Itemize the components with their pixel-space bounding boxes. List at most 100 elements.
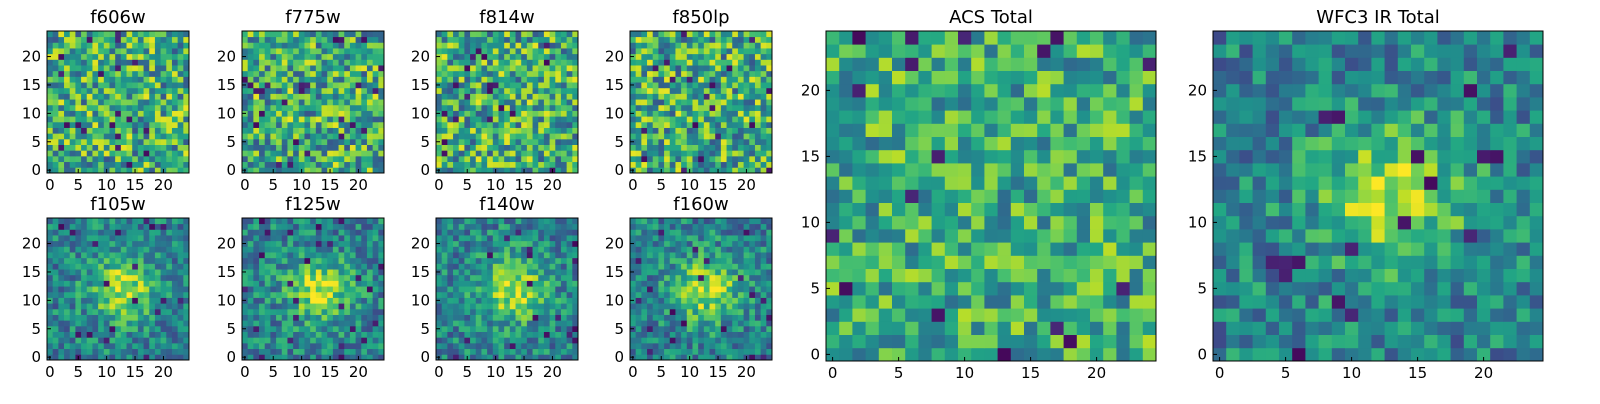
- heatmap-cell: [109, 269, 115, 275]
- heatmap-cell: [265, 76, 271, 82]
- heatmap-cell: [81, 235, 87, 241]
- heatmap-cell: [761, 93, 767, 99]
- heatmap-cell: [572, 139, 578, 145]
- heatmap-cell: [464, 298, 470, 304]
- heatmap-cell: [75, 31, 81, 37]
- heatmap-cell: [498, 343, 504, 349]
- heatmap-cell: [704, 269, 710, 275]
- heatmap-cell: [544, 99, 550, 105]
- heatmap-cell: [367, 303, 373, 309]
- heatmap-cell: [521, 309, 527, 315]
- heatmap-cell: [304, 275, 310, 281]
- heatmap-cell: [344, 235, 350, 241]
- heatmap-cell: [75, 280, 81, 286]
- heatmap-cell: [561, 326, 567, 332]
- heatmap-cell: [322, 246, 328, 252]
- heatmap-cell: [339, 246, 345, 252]
- heatmap-cell: [75, 59, 81, 65]
- heatmap-cell: [766, 309, 772, 315]
- heatmap-cell: [687, 82, 693, 88]
- y-tick-label: 20: [411, 235, 430, 253]
- heatmap-cell: [636, 99, 642, 105]
- heatmap-cell: [259, 42, 265, 48]
- heatmap-cell: [149, 315, 155, 321]
- heatmap-cell: [481, 42, 487, 48]
- heatmap-cell: [47, 349, 53, 355]
- heatmap-cell: [270, 82, 276, 88]
- heatmap-cell: [658, 309, 664, 315]
- heatmap-cell: [248, 235, 254, 241]
- heatmap-cell: [316, 162, 322, 168]
- heatmap-cell: [493, 93, 499, 99]
- heatmap-cell: [630, 145, 636, 151]
- heatmap-cell: [287, 116, 293, 122]
- heatmap-cell: [533, 82, 539, 88]
- heatmap-cell: [378, 269, 384, 275]
- heatmap-cell: [538, 48, 544, 54]
- heatmap-cell: [641, 54, 647, 60]
- heatmap-cell: [75, 111, 81, 117]
- heatmap-cell: [304, 71, 310, 77]
- heatmap-cell: [53, 229, 59, 235]
- heatmap-cell: [276, 82, 282, 88]
- heatmap-cell: [378, 332, 384, 338]
- heatmap-cell: [442, 82, 448, 88]
- heatmap-cell: [242, 332, 248, 338]
- heatmap-cell: [744, 258, 750, 264]
- heatmap-cell: [687, 263, 693, 269]
- heatmap-cell: [304, 263, 310, 269]
- heatmap-cell: [481, 145, 487, 151]
- heatmap-cell: [98, 82, 104, 88]
- x-tick-label: 10: [292, 176, 311, 194]
- heatmap-cell: [641, 150, 647, 156]
- heatmap-cell: [561, 235, 567, 241]
- heatmap-cell: [715, 31, 721, 37]
- heatmap-cell: [155, 332, 161, 338]
- heatmap-cell: [64, 167, 70, 173]
- heatmap-cell: [339, 128, 345, 134]
- heatmap-cell: [481, 224, 487, 230]
- heatmap-cell: [373, 269, 379, 275]
- heatmap-cell: [749, 320, 755, 326]
- heatmap-cell: [161, 116, 167, 122]
- heatmap-cell: [327, 280, 333, 286]
- heatmap-cell: [350, 54, 356, 60]
- heatmap-cell: [533, 54, 539, 60]
- heatmap-cell: [647, 332, 653, 338]
- heatmap-cell: [561, 42, 567, 48]
- heatmap-cell: [109, 280, 115, 286]
- heatmap-cell: [504, 309, 510, 315]
- heatmap-cell: [70, 59, 76, 65]
- heatmap-cell: [333, 349, 339, 355]
- heatmap-cell: [476, 76, 482, 82]
- heatmap-cell: [510, 269, 516, 275]
- heatmap-cell: [299, 150, 305, 156]
- heatmap-cell: [487, 167, 493, 173]
- heatmap-cell: [464, 133, 470, 139]
- heatmap-cell: [109, 275, 115, 281]
- x-tick-label: 5: [268, 176, 278, 194]
- heatmap-cell: [738, 280, 744, 286]
- heatmap-cell: [87, 298, 93, 304]
- heatmap-cell: [373, 218, 379, 224]
- heatmap-cell: [692, 280, 698, 286]
- heatmap-cell: [287, 93, 293, 99]
- heatmap-cell: [75, 162, 81, 168]
- heatmap-cell: [64, 309, 70, 315]
- heatmap-cell: [732, 343, 738, 349]
- heatmap-cell: [555, 332, 561, 338]
- heatmap-cell: [109, 332, 115, 338]
- heatmap-cell: [121, 139, 127, 145]
- heatmap-cell: [339, 343, 345, 349]
- heatmap-cell: [498, 65, 504, 71]
- heatmap-cell: [282, 275, 288, 281]
- heatmap-cell: [510, 145, 516, 151]
- heatmap-cell: [721, 37, 727, 43]
- heatmap-cell: [265, 252, 271, 258]
- heatmap-cell: [493, 343, 499, 349]
- heatmap-cell: [476, 309, 482, 315]
- heatmap-cell: [183, 218, 189, 224]
- heatmap-cell: [447, 167, 453, 173]
- heatmap-cell: [356, 42, 362, 48]
